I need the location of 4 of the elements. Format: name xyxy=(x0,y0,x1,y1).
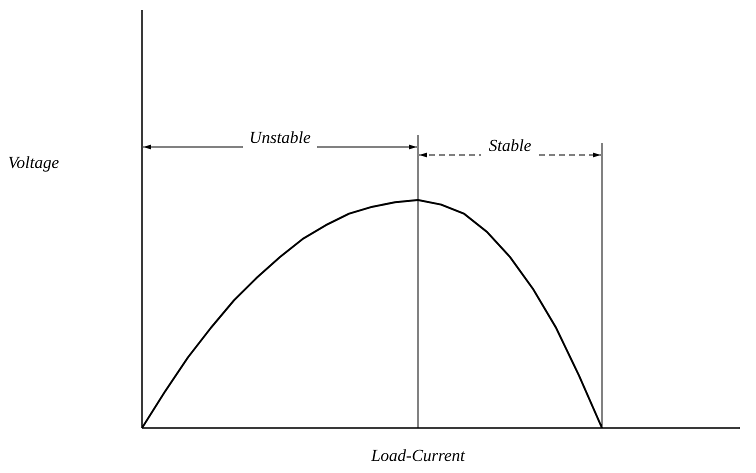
text: Stable xyxy=(488,136,532,155)
text: Voltage xyxy=(8,153,60,172)
text: Unstable xyxy=(249,128,312,147)
x-axis-title: Load-Current xyxy=(370,446,466,465)
